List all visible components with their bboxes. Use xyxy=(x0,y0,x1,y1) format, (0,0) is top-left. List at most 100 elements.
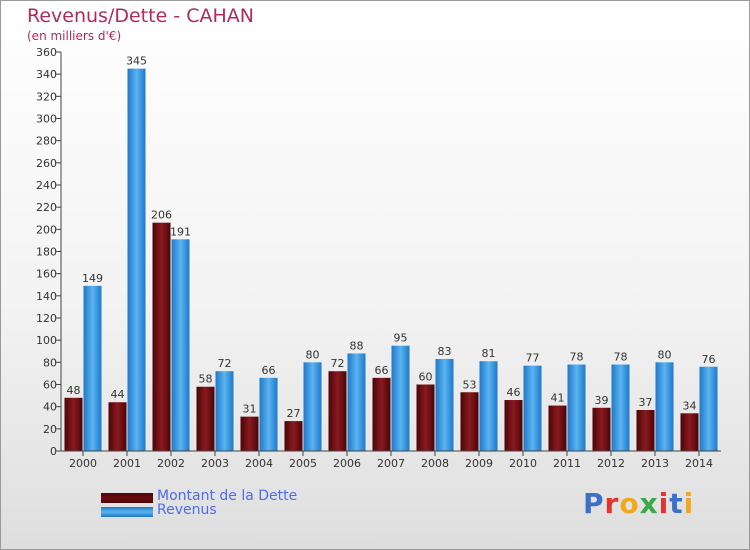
value-label-dette: 206 xyxy=(151,209,172,222)
value-label-dette: 37 xyxy=(639,396,653,409)
legend-swatch-dette xyxy=(101,493,153,503)
value-label-revenus: 345 xyxy=(126,55,147,68)
proxiti-logo: Proxiti xyxy=(583,487,694,520)
legend-swatch-revenus xyxy=(101,507,153,517)
y-tick-label: 360 xyxy=(36,46,57,59)
bar-dette xyxy=(460,392,479,451)
legend-label-dette: Montant de la Dette xyxy=(157,488,298,504)
y-tick-label: 120 xyxy=(36,312,57,325)
value-label-revenus: 95 xyxy=(394,332,408,345)
y-tick-label: 180 xyxy=(36,246,57,259)
x-tick-label: 2005 xyxy=(289,457,317,470)
bar-revenus xyxy=(347,353,366,451)
x-tick-label: 2000 xyxy=(69,457,97,470)
y-tick-label: 0 xyxy=(50,445,57,458)
y-tick-label: 340 xyxy=(36,68,57,81)
bar-revenus xyxy=(171,239,190,451)
bar-revenus xyxy=(567,364,586,451)
value-label-dette: 66 xyxy=(375,364,389,377)
value-label-dette: 53 xyxy=(463,378,477,391)
value-label-revenus: 78 xyxy=(614,351,628,364)
logo-letter: P xyxy=(583,487,605,520)
logo-letter: x xyxy=(639,487,659,520)
bar-dette xyxy=(328,371,347,451)
x-tick-label: 2010 xyxy=(509,457,537,470)
value-label-revenus: 191 xyxy=(170,225,191,238)
bar-revenus xyxy=(303,362,322,451)
value-label-dette: 27 xyxy=(287,407,301,420)
chart-title: Revenus/Dette - CAHAN xyxy=(27,5,254,27)
bar-revenus xyxy=(259,377,278,451)
bar-revenus xyxy=(655,362,674,451)
y-tick-label: 280 xyxy=(36,135,57,148)
x-tick-label: 2012 xyxy=(597,457,625,470)
logo-letter: o xyxy=(619,487,640,520)
value-label-revenus: 77 xyxy=(526,352,540,365)
value-label-dette: 39 xyxy=(595,394,609,407)
logo-letter: t xyxy=(669,487,684,520)
y-tick-label: 100 xyxy=(36,334,57,347)
y-tick-label: 40 xyxy=(43,401,57,414)
y-tick-label: 80 xyxy=(43,356,57,369)
value-label-dette: 48 xyxy=(67,384,81,397)
value-label-revenus: 66 xyxy=(262,364,276,377)
x-tick-label: 2002 xyxy=(157,457,185,470)
y-tick-label: 60 xyxy=(43,379,57,392)
value-label-dette: 58 xyxy=(199,373,213,386)
value-label-revenus: 88 xyxy=(350,339,364,352)
bar-dette xyxy=(372,377,391,451)
y-tick-label: 160 xyxy=(36,268,57,281)
x-tick-label: 2001 xyxy=(113,457,141,470)
bar-dette xyxy=(64,397,83,451)
x-tick-label: 2003 xyxy=(201,457,229,470)
y-tick-label: 140 xyxy=(36,290,57,303)
bar-dette xyxy=(680,413,699,451)
x-tick-label: 2014 xyxy=(685,457,713,470)
bar-revenus xyxy=(523,365,542,451)
bar-revenus xyxy=(435,359,454,451)
x-tick-label: 2013 xyxy=(641,457,669,470)
logo-letter: r xyxy=(604,487,620,520)
bar-revenus xyxy=(391,345,410,451)
bar-revenus xyxy=(127,68,146,451)
logo-letter: i xyxy=(683,487,695,520)
x-tick-label: 2008 xyxy=(421,457,449,470)
value-label-revenus: 80 xyxy=(658,348,672,361)
y-tick-label: 200 xyxy=(36,223,57,236)
legend-label-revenus: Revenus xyxy=(157,502,217,518)
bar-dette xyxy=(240,416,259,451)
value-label-revenus: 83 xyxy=(438,345,452,358)
value-label-dette: 72 xyxy=(331,357,345,370)
logo-letter: i xyxy=(658,487,670,520)
value-label-revenus: 72 xyxy=(218,357,232,370)
value-label-revenus: 78 xyxy=(570,351,584,364)
bar-dette xyxy=(636,409,655,451)
bar-dette xyxy=(416,384,435,451)
x-tick-label: 2007 xyxy=(377,457,405,470)
bar-revenus xyxy=(611,364,630,451)
bar-dette xyxy=(504,400,523,451)
y-tick-label: 20 xyxy=(43,423,57,436)
y-tick-label: 300 xyxy=(36,113,57,126)
chart-subtitle: (en milliers d'€) xyxy=(27,29,122,43)
y-tick-label: 220 xyxy=(36,201,57,214)
bar-revenus xyxy=(83,285,102,451)
y-tick-label: 240 xyxy=(36,179,57,192)
x-tick-label: 2006 xyxy=(333,457,361,470)
bar-dette xyxy=(196,386,215,451)
value-label-dette: 31 xyxy=(243,403,257,416)
bar-dette xyxy=(284,421,303,451)
bar-revenus xyxy=(479,361,498,451)
bar-dette xyxy=(108,402,127,451)
value-label-dette: 41 xyxy=(551,392,565,405)
value-label-revenus: 76 xyxy=(702,353,716,366)
bar-revenus xyxy=(215,371,234,451)
value-label-dette: 34 xyxy=(683,399,697,412)
value-label-dette: 46 xyxy=(507,386,521,399)
y-tick-label: 320 xyxy=(36,90,57,103)
x-tick-label: 2011 xyxy=(553,457,581,470)
value-label-dette: 60 xyxy=(419,371,433,384)
x-tick-label: 2009 xyxy=(465,457,493,470)
